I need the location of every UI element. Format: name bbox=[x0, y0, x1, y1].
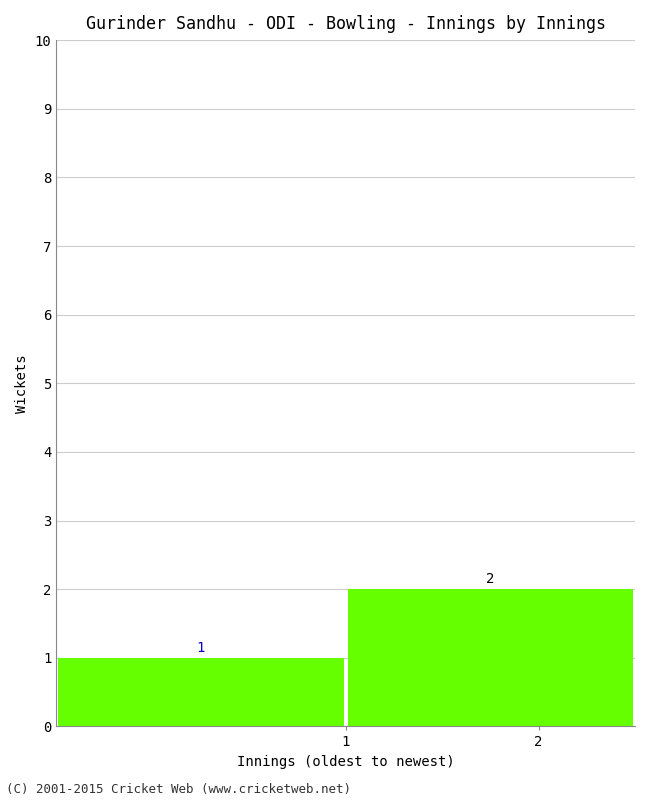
Bar bbox=[348, 589, 633, 726]
X-axis label: Innings (oldest to newest): Innings (oldest to newest) bbox=[237, 755, 454, 769]
Bar bbox=[58, 658, 344, 726]
Text: (C) 2001-2015 Cricket Web (www.cricketweb.net): (C) 2001-2015 Cricket Web (www.cricketwe… bbox=[6, 783, 352, 796]
Text: 1: 1 bbox=[197, 641, 205, 655]
Text: 2: 2 bbox=[486, 573, 495, 586]
Title: Gurinder Sandhu - ODI - Bowling - Innings by Innings: Gurinder Sandhu - ODI - Bowling - Inning… bbox=[86, 15, 606, 33]
Y-axis label: Wickets: Wickets bbox=[15, 354, 29, 413]
